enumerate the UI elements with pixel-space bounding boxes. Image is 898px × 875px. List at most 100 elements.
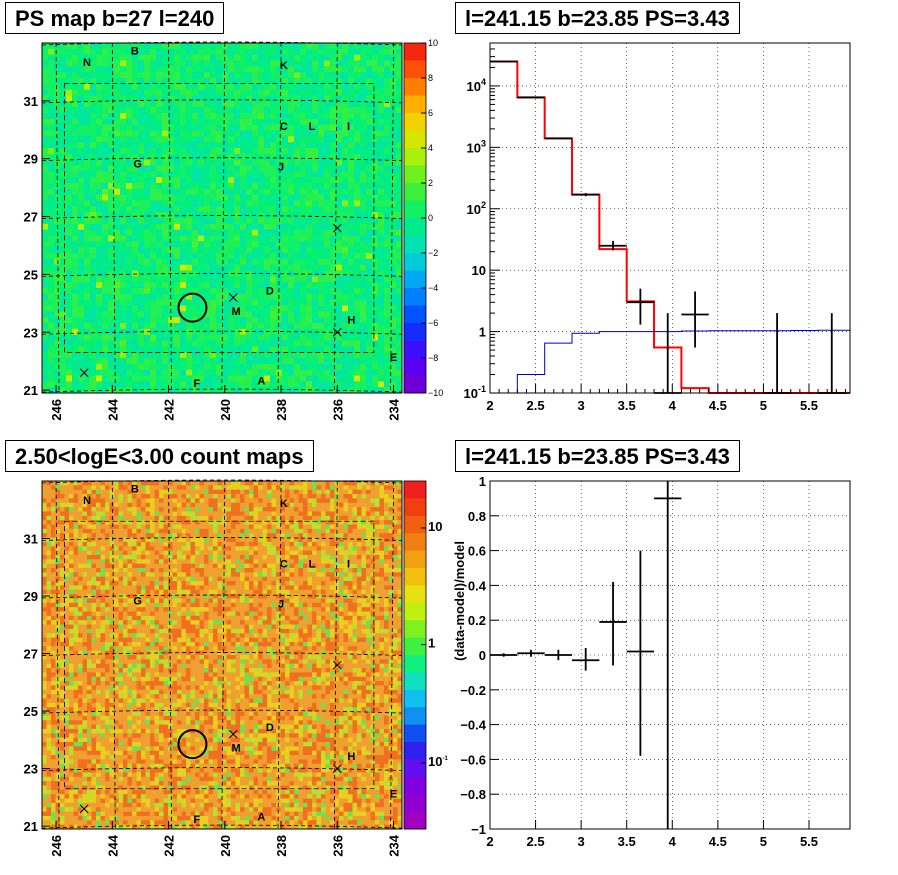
heatmap-cell bbox=[258, 375, 265, 382]
heatmap-cell bbox=[87, 524, 92, 530]
heatmap-cell bbox=[132, 113, 139, 120]
heatmap-cell bbox=[252, 358, 259, 365]
heatmap-cell bbox=[54, 288, 61, 295]
heatmap-cell bbox=[396, 78, 403, 85]
heatmap-cell bbox=[120, 323, 127, 330]
heatmap-cell bbox=[64, 746, 70, 752]
heatmap-cell bbox=[324, 118, 331, 126]
heatmap-cell bbox=[91, 602, 97, 608]
heatmap-cell bbox=[42, 165, 49, 172]
heatmap-cell bbox=[162, 60, 169, 67]
heatmap-cell bbox=[108, 148, 115, 155]
heatmap-cell bbox=[252, 241, 259, 248]
heatmap-cell bbox=[60, 611, 65, 617]
heatmap-cell bbox=[282, 352, 289, 359]
heatmap-cell bbox=[270, 323, 277, 330]
heatmap-cell bbox=[330, 317, 337, 324]
heatmap-cell bbox=[126, 305, 133, 312]
heatmap-cell bbox=[222, 48, 229, 56]
heatmap-cell bbox=[396, 188, 403, 196]
heatmap-cell bbox=[64, 785, 70, 791]
heatmap-cell bbox=[69, 689, 74, 695]
heatmap-cell bbox=[66, 311, 73, 318]
heatmap-cell bbox=[234, 83, 241, 91]
heatmap-cell bbox=[258, 305, 265, 312]
heatmap-cell bbox=[384, 288, 391, 295]
heatmap-cell bbox=[228, 148, 235, 155]
heatmap-cell bbox=[82, 659, 88, 665]
heatmap-cell bbox=[306, 352, 313, 359]
heatmap-cell bbox=[100, 589, 106, 595]
heatmap-cell bbox=[87, 633, 92, 638]
heatmap-cell bbox=[198, 142, 205, 149]
heatmap-cell bbox=[228, 159, 235, 166]
heatmap-cell bbox=[102, 78, 109, 85]
heatmap-cell bbox=[150, 258, 157, 266]
heatmap-cell bbox=[91, 637, 97, 643]
heatmap-cell bbox=[156, 48, 163, 56]
heatmap-cell bbox=[100, 763, 106, 769]
heatmap-cell bbox=[46, 707, 52, 712]
heatmap-cell bbox=[354, 253, 361, 260]
heatmap-cell bbox=[96, 620, 101, 625]
heatmap-cell bbox=[396, 165, 403, 172]
heatmap-cell bbox=[72, 317, 79, 324]
heatmap-cell bbox=[132, 43, 139, 50]
heatmap-cell bbox=[186, 241, 193, 248]
heatmap-cell bbox=[46, 763, 52, 769]
heatmap-cell bbox=[96, 72, 103, 79]
heatmap-cell bbox=[180, 276, 187, 283]
heatmap-cell bbox=[210, 183, 217, 190]
heatmap-cell bbox=[168, 101, 175, 108]
heatmap-cell bbox=[42, 153, 49, 161]
heatmap-cell bbox=[264, 381, 271, 388]
heatmap-cell bbox=[378, 229, 385, 236]
heatmap-cell bbox=[264, 299, 271, 306]
heatmap-cell bbox=[312, 305, 319, 312]
heatmap-cell bbox=[102, 124, 109, 131]
heatmap-cell bbox=[228, 89, 235, 96]
heatmap-cell bbox=[55, 781, 61, 786]
heatmap-cell bbox=[73, 798, 79, 804]
heatmap-cell bbox=[276, 148, 283, 155]
heatmap-cell bbox=[234, 107, 241, 114]
heatmap-cell bbox=[73, 820, 79, 826]
heatmap-cell bbox=[360, 78, 367, 85]
heatmap-cell bbox=[222, 113, 229, 120]
heatmap-cell bbox=[96, 78, 103, 85]
heatmap-cell bbox=[138, 311, 145, 318]
heatmap-cell bbox=[318, 78, 325, 85]
heatmap-cell bbox=[186, 282, 193, 289]
heatmap-cell bbox=[270, 171, 277, 178]
heatmap-cell bbox=[144, 165, 151, 172]
heatmap-cell bbox=[96, 130, 103, 137]
heatmap-cell bbox=[186, 375, 193, 382]
heatmap-cell bbox=[108, 258, 115, 266]
heatmap-cell bbox=[73, 520, 79, 525]
heatmap-cell bbox=[120, 358, 127, 365]
heatmap-cell bbox=[306, 48, 313, 56]
y-tick-label: 27 bbox=[24, 210, 38, 225]
heatmap-cell bbox=[109, 598, 115, 604]
heatmap-cell bbox=[96, 672, 101, 678]
graticule-line bbox=[168, 42, 172, 394]
heatmap-cell bbox=[91, 737, 97, 743]
heatmap-cell bbox=[150, 288, 157, 295]
heatmap-cell bbox=[390, 171, 397, 178]
heatmap-cell bbox=[342, 188, 349, 196]
heatmap-cell bbox=[330, 60, 337, 67]
heatmap-cell bbox=[84, 328, 91, 336]
heatmap-cell bbox=[109, 698, 115, 704]
heatmap-cell bbox=[168, 288, 175, 295]
heatmap-cell bbox=[336, 200, 343, 207]
heatmap-cell bbox=[60, 802, 65, 808]
heatmap-cell bbox=[252, 95, 259, 102]
heatmap-cell bbox=[69, 624, 74, 630]
heatmap-cell bbox=[276, 334, 283, 341]
heatmap-cell bbox=[64, 776, 70, 782]
heatmap-cell bbox=[378, 317, 385, 324]
heatmap-cell bbox=[366, 387, 373, 394]
heatmap-cell bbox=[330, 346, 337, 353]
heatmap-cell bbox=[91, 785, 97, 791]
heatmap-cell bbox=[51, 576, 56, 582]
